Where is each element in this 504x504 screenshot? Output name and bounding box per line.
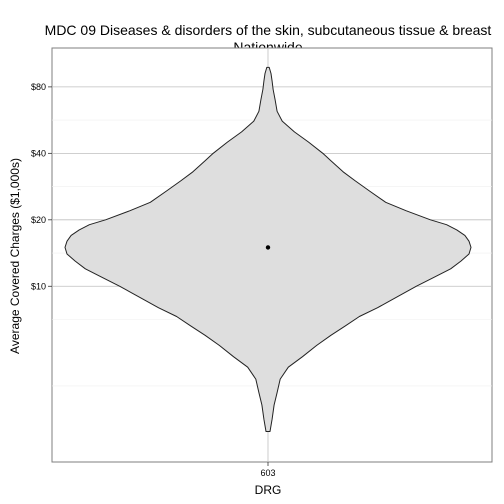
tick-layer: $10 $20 $40 $80 603: [31, 82, 276, 478]
x-axis-title: DRG: [255, 483, 282, 497]
y-axis-title: Average Covered Charges ($1,000s): [8, 158, 22, 354]
x-tick-label: 603: [260, 468, 275, 478]
y-tick-label: $20: [31, 215, 46, 225]
y-tick-label: $40: [31, 148, 46, 158]
median-point-603: [265, 245, 271, 250]
y-tick-label: $80: [31, 82, 46, 92]
violin-layer: [64, 66, 472, 432]
chart-title: MDC 09 Diseases & disorders of the skin,…: [45, 22, 492, 38]
y-tick-label: $10: [31, 281, 46, 291]
